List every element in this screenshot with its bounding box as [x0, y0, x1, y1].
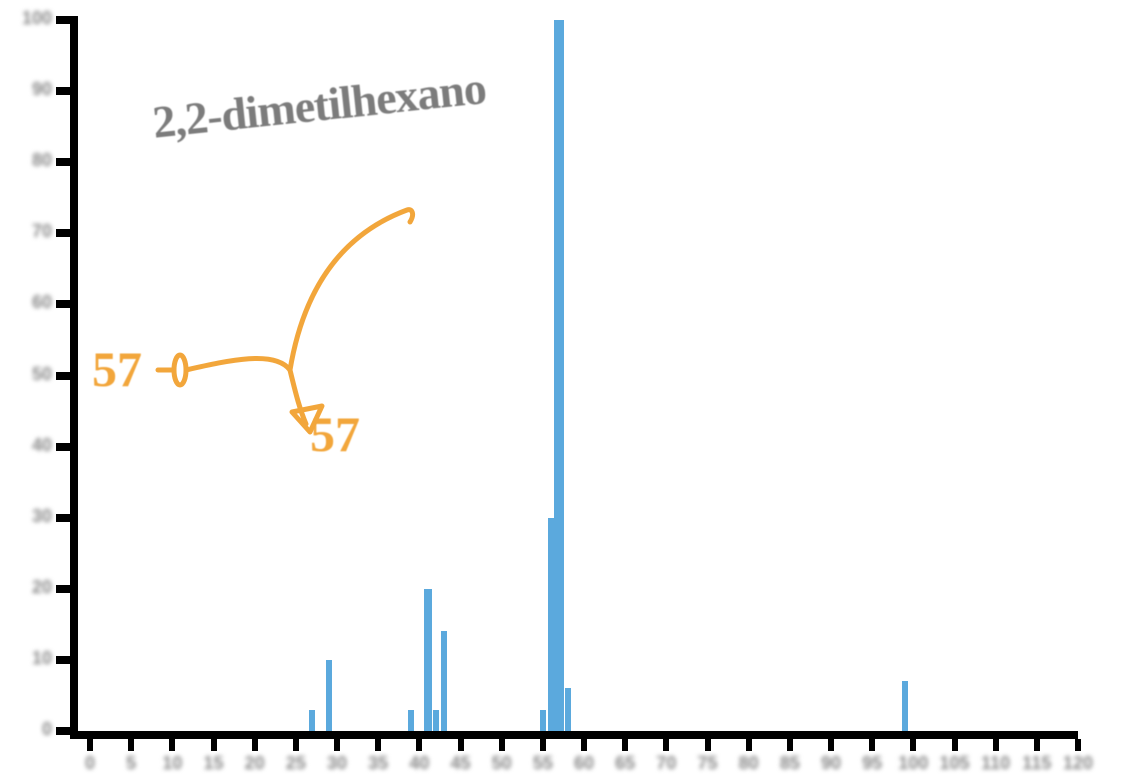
x-tick	[334, 739, 340, 751]
spectrum-bar	[326, 660, 332, 731]
y-tick-label: 20	[8, 577, 52, 598]
y-tick	[56, 16, 70, 24]
y-tick	[56, 87, 70, 95]
y-tick-label: 60	[8, 292, 52, 313]
x-tick	[252, 739, 258, 751]
y-tick	[56, 443, 70, 451]
spectrum-bar	[554, 20, 564, 731]
spectrum-bar	[540, 710, 546, 731]
y-tick-label: 30	[8, 506, 52, 527]
y-tick-label: 70	[8, 221, 52, 242]
fragment-label-57-right: 57	[310, 405, 360, 463]
x-tick-label: 120	[1053, 753, 1103, 774]
x-tick	[663, 739, 669, 751]
y-tick-label: 80	[8, 150, 52, 171]
spectrum-bar	[433, 710, 439, 731]
x-tick	[622, 739, 628, 751]
x-tick	[128, 739, 134, 751]
y-tick	[56, 300, 70, 308]
fragment-label-57-left: 57	[92, 340, 142, 398]
x-tick	[87, 739, 93, 751]
x-tick	[169, 739, 175, 751]
x-tick	[375, 739, 381, 751]
y-tick-label: 100	[8, 8, 52, 29]
y-tick	[56, 514, 70, 522]
y-tick-label: 50	[8, 364, 52, 385]
x-tick	[952, 739, 958, 751]
x-tick	[910, 739, 916, 751]
x-tick	[416, 739, 422, 751]
y-tick	[56, 158, 70, 166]
y-tick	[56, 585, 70, 593]
x-tick	[705, 739, 711, 751]
x-tick	[746, 739, 752, 751]
y-tick-label: 90	[8, 79, 52, 100]
spectrum-bar	[408, 710, 414, 731]
x-tick	[540, 739, 546, 751]
x-tick	[499, 739, 505, 751]
spectrum-bar	[565, 688, 571, 731]
x-tick	[581, 739, 587, 751]
y-tick-label: 0	[8, 719, 52, 740]
y-tick	[56, 727, 70, 735]
spectrum-bar	[548, 518, 554, 731]
y-tick	[56, 656, 70, 664]
y-axis	[70, 16, 78, 739]
x-tick	[1075, 739, 1081, 751]
spectrum-bar	[902, 681, 908, 731]
y-tick-label: 10	[8, 648, 52, 669]
x-tick	[211, 739, 217, 751]
y-tick	[56, 372, 70, 380]
x-tick	[1034, 739, 1040, 751]
x-tick	[993, 739, 999, 751]
x-tick	[787, 739, 793, 751]
x-tick	[869, 739, 875, 751]
spectrum-bar	[441, 631, 447, 731]
x-tick	[458, 739, 464, 751]
x-tick	[293, 739, 299, 751]
spectrum-bar	[309, 710, 315, 731]
x-axis	[70, 731, 1078, 739]
x-tick	[828, 739, 834, 751]
y-tick	[56, 229, 70, 237]
spectrum-bar	[424, 589, 432, 731]
y-tick-label: 40	[8, 435, 52, 456]
